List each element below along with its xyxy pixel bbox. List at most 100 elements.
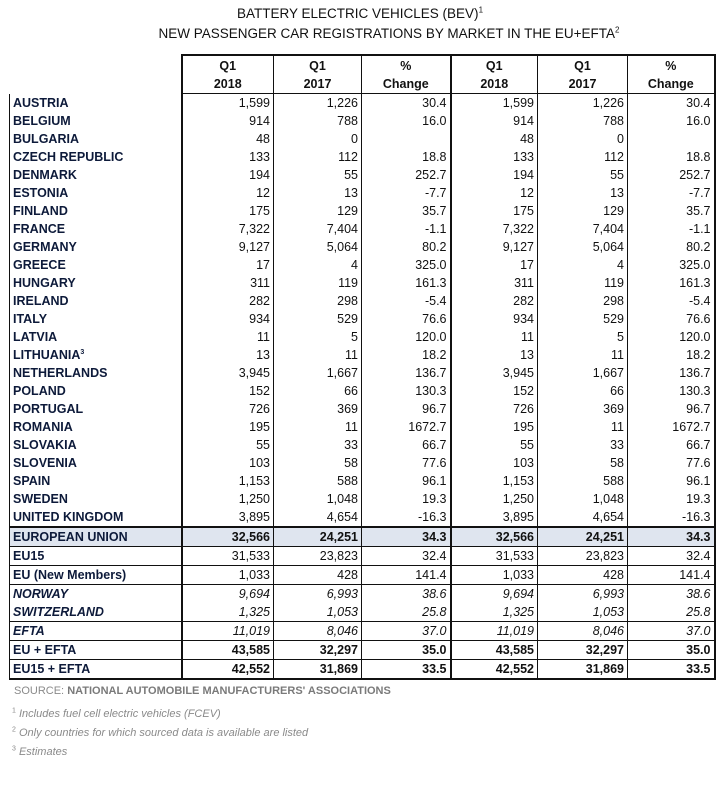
table-cell: 0 xyxy=(537,130,628,148)
table-cell: 24,251 xyxy=(537,526,628,547)
table-cell: 3,895 xyxy=(450,508,538,527)
table-cell: -5.4 xyxy=(361,292,452,310)
row-label: EU15 + EFTA xyxy=(9,659,183,680)
table-cell: 726 xyxy=(450,400,538,418)
table-cell: 24,251 xyxy=(273,526,362,547)
row-label: IRELAND xyxy=(9,292,183,310)
row-label-text: DENMARK xyxy=(13,168,77,182)
table-cell: 30.4 xyxy=(627,93,716,112)
table-cell: 311 xyxy=(181,274,274,292)
footnote-number: 3 xyxy=(12,745,16,753)
footnote-3: 3 Estimates xyxy=(12,745,718,759)
table-row: LITHUANIA3 13 11 18.2 13 11 18.2 xyxy=(9,346,716,364)
row-label: SPAIN xyxy=(9,472,183,490)
table-cell: 1,226 xyxy=(537,93,628,112)
table-cell: 1,667 xyxy=(537,364,628,382)
table-cell: 914 xyxy=(181,112,274,130)
table-cell: 7,322 xyxy=(450,220,538,238)
row-label: ROMANIA xyxy=(9,418,183,436)
table-cell: 175 xyxy=(450,202,538,220)
row-label: EU15 xyxy=(9,546,183,566)
registrations-table: Q1 2018 Q1 2017% Change Q1 2018 Q1 2017% Change A… xyxy=(9,54,716,680)
column-header: % Change xyxy=(361,54,452,94)
table-cell: 103 xyxy=(450,454,538,472)
table-cell: 48 xyxy=(181,130,274,148)
footnote-2: 2 Only countries for which sourced data … xyxy=(12,726,718,740)
table-cell: 11,019 xyxy=(450,621,538,641)
header-period: % xyxy=(400,58,412,73)
table-cell: 9,127 xyxy=(450,238,538,256)
table-cell: 103 xyxy=(181,454,274,472)
table-row: UNITED KINGDOM 3,895 4,654 -16.3 3,895 4,654-… xyxy=(9,508,716,527)
table-cell: 4 xyxy=(273,256,362,274)
table-row: HUNGARY 311 119 161.3 311 119 161.3 xyxy=(9,274,716,292)
row-label-text: EU15 + EFTA xyxy=(13,662,91,676)
row-label-text: ESTONIA xyxy=(13,186,69,200)
table-cell: -5.4 xyxy=(627,292,716,310)
header-period: Q1 xyxy=(219,58,237,73)
table-cell: 17 xyxy=(181,256,274,274)
row-label-text: SLOVAKIA xyxy=(13,438,77,452)
table-cell: 1,250 xyxy=(181,490,274,508)
table-row: EFTA 11,019 8,046 37.0 11,019 8,046 37.0 xyxy=(9,621,716,641)
table-row: EU + EFTA 43,585 32,297 35.0 43,585 32,297 35.… xyxy=(9,640,716,660)
footnote-number: 1 xyxy=(12,707,16,715)
table-cell: 35.0 xyxy=(627,640,716,660)
table-row: AUSTRIA 1,599 1,226 30.4 1,599 1,226 30.4 xyxy=(9,93,716,112)
row-label-text: NORWAY xyxy=(13,587,69,601)
footnote-ref: 2 xyxy=(615,25,620,35)
table-cell: 11 xyxy=(450,328,538,346)
table-cell: 161.3 xyxy=(627,274,716,292)
table-cell: 58 xyxy=(537,454,628,472)
table-cell: 311 xyxy=(450,274,538,292)
row-label-text: FRANCE xyxy=(13,222,66,236)
table-cell: 7,404 xyxy=(273,220,362,238)
table-cell: 369 xyxy=(273,400,362,418)
row-label-text: SPAIN xyxy=(13,474,51,488)
table-cell: 38.6 xyxy=(627,584,716,603)
table-cell: 11 xyxy=(273,418,362,436)
row-label-text: SWITZERLAND xyxy=(13,605,104,619)
table-cell: 4 xyxy=(537,256,628,274)
table-cell: 120.0 xyxy=(361,328,452,346)
row-label-text: EUROPEAN UNION xyxy=(13,530,128,544)
table-cell: 1,153 xyxy=(450,472,538,490)
footnote-ref: 3 xyxy=(80,348,85,356)
subtitle-text: NEW PASSENGER CAR REGISTRATIONS BY MARKE… xyxy=(158,26,615,41)
table-cell: 66 xyxy=(273,382,362,400)
row-label: SLOVAKIA xyxy=(9,436,183,454)
table-cell: 31,869 xyxy=(537,659,628,680)
table-cell: 8,046 xyxy=(273,621,362,641)
table-cell: 32,566 xyxy=(181,526,274,547)
table-cell: 33 xyxy=(537,436,628,454)
row-label: PORTUGAL xyxy=(9,400,183,418)
table-cell: 13 xyxy=(537,184,628,202)
row-label: FINLAND xyxy=(9,202,183,220)
table-cell: 9,694 xyxy=(181,584,274,603)
title-block: BATTERY ELECTRIC VEHICLES (BEV)1 NEW PAS… xyxy=(0,0,718,54)
table-row: NORWAY 9,694 6,993 38.6 9,694 6,993 38.6 xyxy=(9,584,716,603)
column-header: Q1 2017 xyxy=(273,54,362,94)
table-cell: 194 xyxy=(450,166,538,184)
header-year: 2017 xyxy=(568,76,597,91)
source-text: NATIONAL AUTOMOBILE MANUFACTURERS' ASSOC… xyxy=(67,685,391,697)
row-label: EU + EFTA xyxy=(9,640,183,660)
table-cell: 934 xyxy=(450,310,538,328)
footnote-1: 1 Includes fuel cell electric vehicles (… xyxy=(12,707,718,721)
table-cell: 18.8 xyxy=(627,148,716,166)
table-cell: 19.3 xyxy=(361,490,452,508)
row-label: LATVIA xyxy=(9,328,183,346)
row-label-text: GREECE xyxy=(13,258,66,272)
table-row: NETHERLANDS 3,945 1,667 136.7 3,945 1,667 136.… xyxy=(9,364,716,382)
table-row: FINLAND 175 129 35.7 175 129 35.7 xyxy=(9,202,716,220)
table-cell: 11 xyxy=(537,346,628,364)
table-cell: 5,064 xyxy=(273,238,362,256)
table-row: ROMANIA 195 11 1672.7 195 11 1672.7 xyxy=(9,418,716,436)
footnote-text: Estimates xyxy=(18,746,68,758)
table-cell: 37.0 xyxy=(361,621,452,641)
table-cell: 1,325 xyxy=(450,603,538,622)
row-label-text: GERMANY xyxy=(13,240,77,254)
table-cell: 19.3 xyxy=(627,490,716,508)
row-label: SWEDEN xyxy=(9,490,183,508)
row-label: NETHERLANDS xyxy=(9,364,183,382)
